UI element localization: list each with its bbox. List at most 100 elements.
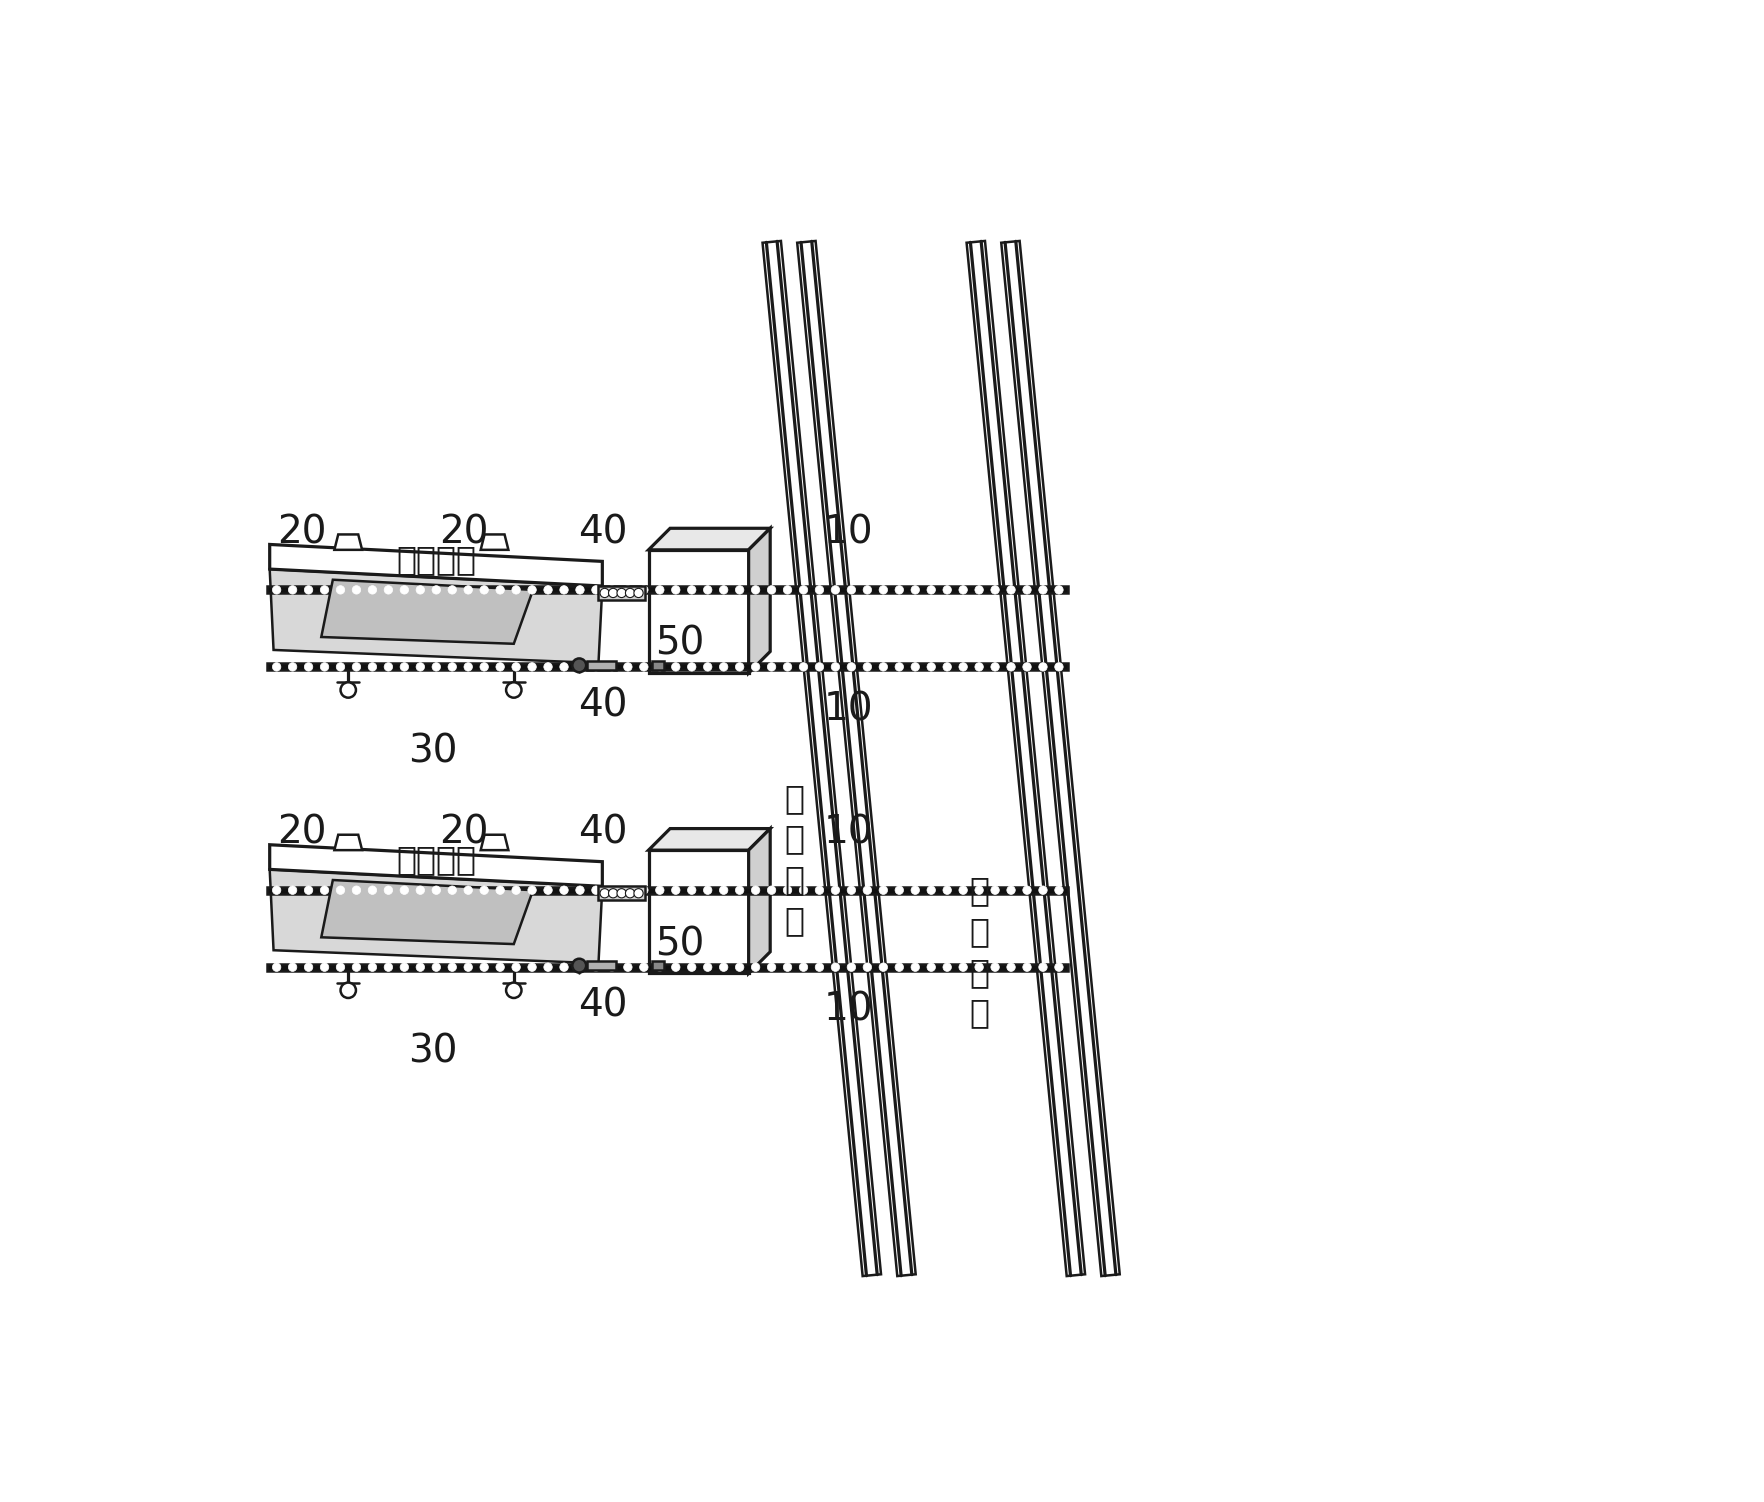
Circle shape bbox=[670, 963, 679, 972]
Circle shape bbox=[654, 963, 663, 972]
Circle shape bbox=[337, 963, 344, 972]
Circle shape bbox=[654, 886, 663, 894]
Circle shape bbox=[609, 889, 617, 898]
Text: 10: 10 bbox=[824, 990, 873, 1029]
Circle shape bbox=[1005, 886, 1014, 894]
Circle shape bbox=[654, 662, 663, 671]
Circle shape bbox=[591, 662, 600, 671]
Circle shape bbox=[815, 963, 824, 972]
Circle shape bbox=[847, 586, 856, 595]
Circle shape bbox=[400, 662, 407, 671]
Bar bbox=[653, 661, 663, 670]
Polygon shape bbox=[480, 535, 508, 550]
Circle shape bbox=[910, 662, 919, 671]
Circle shape bbox=[337, 586, 344, 595]
Circle shape bbox=[639, 662, 647, 671]
Polygon shape bbox=[480, 835, 508, 850]
Circle shape bbox=[575, 586, 584, 595]
Circle shape bbox=[910, 586, 919, 595]
Text: 50: 50 bbox=[654, 925, 704, 963]
Circle shape bbox=[353, 662, 360, 671]
Circle shape bbox=[751, 886, 760, 894]
Circle shape bbox=[831, 886, 840, 894]
Circle shape bbox=[448, 586, 457, 595]
Circle shape bbox=[688, 586, 695, 595]
Circle shape bbox=[575, 886, 584, 894]
Circle shape bbox=[272, 886, 280, 894]
Circle shape bbox=[572, 958, 586, 973]
Circle shape bbox=[847, 662, 856, 671]
Circle shape bbox=[894, 662, 903, 671]
Bar bbox=[647, 850, 748, 973]
Circle shape bbox=[543, 963, 552, 972]
Circle shape bbox=[624, 889, 635, 898]
Circle shape bbox=[575, 963, 584, 972]
Circle shape bbox=[910, 963, 919, 972]
Circle shape bbox=[783, 662, 792, 671]
Circle shape bbox=[480, 662, 489, 671]
Circle shape bbox=[942, 662, 951, 671]
Circle shape bbox=[607, 886, 616, 894]
Circle shape bbox=[1005, 963, 1014, 972]
Bar bbox=[266, 664, 1067, 670]
Text: 30: 30 bbox=[407, 733, 457, 771]
Polygon shape bbox=[333, 835, 362, 850]
Circle shape bbox=[272, 586, 280, 595]
Circle shape bbox=[303, 662, 312, 671]
Circle shape bbox=[815, 662, 824, 671]
Circle shape bbox=[543, 662, 552, 671]
Circle shape bbox=[783, 963, 792, 972]
Circle shape bbox=[353, 886, 360, 894]
Circle shape bbox=[1039, 886, 1046, 894]
Circle shape bbox=[990, 662, 998, 671]
Circle shape bbox=[767, 662, 776, 671]
Circle shape bbox=[847, 963, 856, 972]
Circle shape bbox=[496, 886, 505, 894]
Circle shape bbox=[783, 886, 792, 894]
Circle shape bbox=[480, 886, 489, 894]
Circle shape bbox=[990, 963, 998, 972]
Circle shape bbox=[607, 662, 616, 671]
Circle shape bbox=[736, 886, 743, 894]
Text: 40: 40 bbox=[577, 814, 626, 852]
Circle shape bbox=[617, 889, 626, 898]
Circle shape bbox=[543, 886, 552, 894]
Polygon shape bbox=[333, 535, 362, 550]
Circle shape bbox=[815, 586, 824, 595]
Circle shape bbox=[1055, 662, 1062, 671]
Text: 10: 10 bbox=[824, 814, 873, 852]
Circle shape bbox=[385, 886, 392, 894]
Text: 20: 20 bbox=[277, 514, 326, 551]
Circle shape bbox=[799, 963, 808, 972]
Circle shape bbox=[416, 886, 425, 894]
Circle shape bbox=[831, 963, 840, 972]
Circle shape bbox=[990, 586, 998, 595]
Circle shape bbox=[353, 963, 360, 972]
Circle shape bbox=[958, 662, 967, 671]
Circle shape bbox=[337, 886, 344, 894]
Circle shape bbox=[767, 963, 776, 972]
Circle shape bbox=[303, 886, 312, 894]
Circle shape bbox=[736, 586, 743, 595]
Circle shape bbox=[272, 963, 280, 972]
Circle shape bbox=[369, 886, 376, 894]
Circle shape bbox=[799, 662, 808, 671]
Circle shape bbox=[527, 886, 536, 894]
Circle shape bbox=[751, 963, 760, 972]
Circle shape bbox=[607, 586, 616, 595]
Circle shape bbox=[720, 963, 727, 972]
Circle shape bbox=[480, 586, 489, 595]
Circle shape bbox=[527, 963, 536, 972]
Circle shape bbox=[926, 586, 935, 595]
Circle shape bbox=[704, 886, 711, 894]
Circle shape bbox=[340, 682, 356, 698]
Circle shape bbox=[559, 886, 568, 894]
Circle shape bbox=[400, 886, 407, 894]
Circle shape bbox=[720, 886, 727, 894]
Circle shape bbox=[974, 586, 983, 595]
Circle shape bbox=[942, 586, 951, 595]
Circle shape bbox=[572, 658, 586, 673]
Circle shape bbox=[506, 682, 520, 698]
Text: 40: 40 bbox=[577, 686, 626, 724]
Circle shape bbox=[624, 589, 635, 598]
